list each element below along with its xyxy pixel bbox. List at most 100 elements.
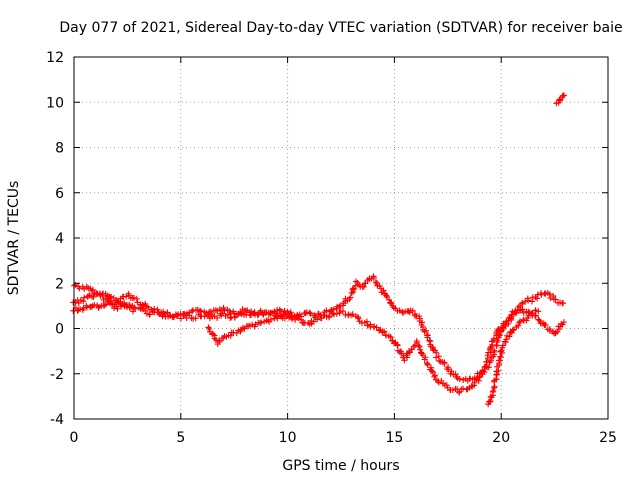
x-tick-label: 25 bbox=[599, 430, 617, 446]
y-tick-label: 8 bbox=[55, 141, 64, 157]
data-point bbox=[552, 296, 559, 303]
grid bbox=[74, 57, 608, 419]
x-tick-label: 15 bbox=[385, 430, 403, 446]
y-axis-label: SDTVAR / TECUs bbox=[6, 181, 22, 296]
data-point bbox=[500, 342, 507, 349]
data-point bbox=[481, 363, 488, 370]
y-tick-label: -4 bbox=[50, 412, 64, 428]
x-tick-label: 0 bbox=[70, 430, 79, 446]
data-point bbox=[148, 306, 155, 313]
data-point bbox=[513, 309, 520, 316]
data-point bbox=[323, 307, 330, 314]
data-point bbox=[500, 320, 507, 327]
data-point bbox=[538, 291, 545, 298]
data-point bbox=[292, 316, 299, 323]
data-point bbox=[443, 382, 450, 389]
data-point bbox=[522, 298, 529, 305]
data-point bbox=[287, 312, 294, 319]
data-point bbox=[436, 357, 443, 364]
data-point bbox=[431, 372, 438, 379]
data-point bbox=[498, 347, 505, 354]
data-point bbox=[556, 96, 563, 103]
y-tick-label: -2 bbox=[50, 367, 64, 383]
data-point bbox=[428, 364, 435, 371]
y-tick-label: 12 bbox=[46, 50, 64, 66]
data-point bbox=[234, 311, 241, 318]
data-point bbox=[351, 285, 358, 292]
data-point bbox=[145, 304, 152, 311]
data-point bbox=[523, 317, 530, 324]
x-tick-label: 5 bbox=[176, 430, 185, 446]
data-point bbox=[495, 357, 502, 364]
data-point bbox=[276, 312, 283, 319]
data-point bbox=[515, 322, 522, 329]
data-point bbox=[146, 311, 153, 318]
data-point bbox=[306, 309, 313, 316]
data-point bbox=[201, 313, 208, 320]
data-point bbox=[318, 315, 325, 322]
data-point bbox=[293, 313, 300, 320]
data-point bbox=[101, 302, 108, 309]
y-tick-labels: -4 -2 0 2 4 6 8 10 12 bbox=[46, 50, 64, 428]
x-axis-label: GPS time / hours bbox=[282, 458, 399, 474]
data-point bbox=[192, 315, 199, 322]
data-point bbox=[430, 369, 437, 376]
data-point bbox=[131, 295, 138, 302]
data-point bbox=[376, 283, 383, 290]
y-tick-label: 0 bbox=[55, 322, 64, 338]
data-point bbox=[490, 384, 497, 391]
data-marks bbox=[70, 92, 567, 408]
data-point bbox=[302, 310, 309, 317]
data-point bbox=[520, 316, 527, 323]
series-track-2 bbox=[70, 290, 567, 396]
data-point bbox=[401, 357, 408, 364]
data-point bbox=[417, 346, 424, 353]
data-point bbox=[498, 326, 505, 333]
data-point bbox=[546, 291, 553, 298]
data-point bbox=[453, 373, 460, 380]
data-point bbox=[224, 311, 231, 318]
data-point bbox=[452, 371, 459, 378]
data-point bbox=[89, 286, 96, 293]
data-point bbox=[560, 300, 567, 307]
data-point bbox=[456, 375, 463, 382]
data-point bbox=[490, 337, 497, 344]
chart-title: Day 077 of 2021, Sidereal Day-to-day VTE… bbox=[59, 20, 622, 36]
data-point bbox=[129, 308, 136, 315]
data-point bbox=[383, 332, 390, 339]
data-point bbox=[133, 295, 140, 302]
data-point bbox=[339, 308, 346, 315]
data-point bbox=[257, 320, 264, 327]
data-point bbox=[114, 305, 121, 312]
data-point bbox=[516, 319, 523, 326]
series-track-5 bbox=[485, 307, 542, 408]
data-point bbox=[80, 298, 87, 305]
data-point bbox=[428, 367, 435, 374]
data-point bbox=[387, 299, 394, 306]
data-point bbox=[189, 308, 196, 315]
series-track-1 bbox=[70, 273, 567, 384]
data-point bbox=[441, 360, 448, 367]
data-point bbox=[421, 356, 428, 363]
data-point bbox=[503, 336, 510, 343]
data-point bbox=[507, 315, 514, 322]
data-point bbox=[281, 307, 288, 314]
data-point bbox=[88, 287, 95, 294]
data-point bbox=[483, 359, 490, 366]
data-point bbox=[227, 332, 234, 339]
data-point bbox=[433, 354, 440, 361]
data-point bbox=[333, 310, 340, 317]
data-point bbox=[268, 309, 275, 316]
y-tick-label: 6 bbox=[55, 186, 64, 202]
data-point bbox=[381, 328, 388, 335]
series-track-6 bbox=[553, 92, 567, 107]
data-point bbox=[307, 310, 314, 317]
data-point bbox=[406, 349, 413, 356]
y-tick-label: 2 bbox=[55, 276, 64, 292]
data-point bbox=[276, 306, 283, 313]
data-point bbox=[387, 333, 394, 340]
data-point bbox=[484, 352, 491, 359]
series-track-4 bbox=[70, 298, 136, 315]
data-point bbox=[77, 306, 84, 313]
data-point bbox=[506, 333, 513, 340]
